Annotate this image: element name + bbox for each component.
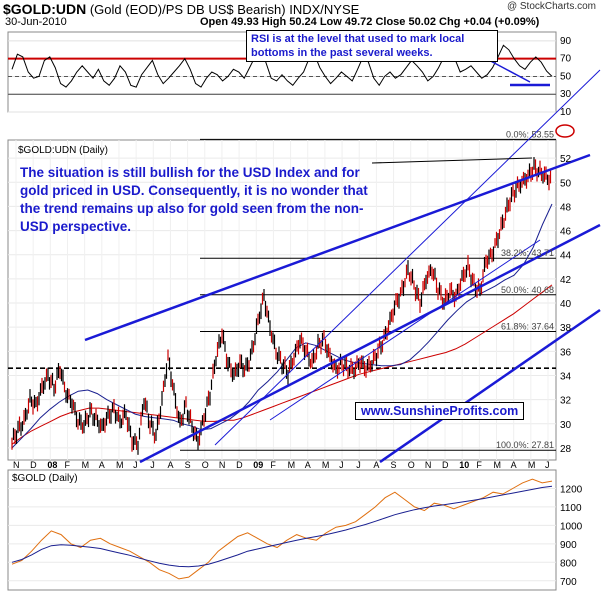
- main-x-tick-label: N: [219, 460, 226, 470]
- main-x-tick-label: J: [339, 460, 344, 470]
- fib-label: 50.0%: 40.68: [501, 285, 554, 295]
- main-tick-label: 42: [560, 275, 572, 286]
- main-x-tick-label: F: [64, 460, 70, 470]
- main-x-tick-label: O: [408, 460, 415, 470]
- gold-tick-label: 900: [560, 540, 577, 551]
- main-tick-label: 34: [560, 371, 572, 382]
- main-x-tick-label: J: [150, 460, 155, 470]
- rsi-tick-label: 70: [560, 54, 572, 65]
- rsi-tick-label: 10: [560, 107, 572, 118]
- main-tick-label: 40: [560, 299, 572, 310]
- fib-label: 61.8%: 37.64: [501, 322, 554, 332]
- rsi-annotation: RSI is at the level that used to mark lo…: [246, 30, 498, 62]
- main-panel-label: $GOLD:UDN (Daily): [18, 145, 108, 156]
- main-x-tick-label: 10: [459, 460, 469, 470]
- main-x-tick-label: A: [167, 460, 173, 470]
- main-x-tick-label: F: [476, 460, 482, 470]
- fib-label: 0.0%: 53.55: [506, 129, 554, 139]
- upper-trendline: [84, 153, 591, 342]
- gold-tick-label: 1200: [560, 484, 583, 495]
- annotation-pointer: [371, 157, 533, 164]
- main-x-tick-label: D: [30, 460, 37, 470]
- main-x-tick-label: M: [82, 460, 90, 470]
- main-tick-label: 48: [560, 202, 572, 213]
- main-x-tick-label: N: [13, 460, 20, 470]
- main-tick-label: 32: [560, 396, 572, 407]
- main-x-tick-label: M: [322, 460, 330, 470]
- main-x-tick-label: F: [270, 460, 276, 470]
- main-x-tick-label: D: [236, 460, 243, 470]
- main-x-tick-label: N: [425, 460, 432, 470]
- website-label[interactable]: www.SunshineProfits.com: [355, 402, 525, 420]
- thin-trendline-lower: [269, 239, 541, 421]
- mid-trendline: [139, 223, 601, 464]
- rsi-tick-label: 90: [560, 36, 572, 47]
- main-x-tick-label: O: [202, 460, 209, 470]
- main-x-tick-label: A: [373, 460, 379, 470]
- gold-tick-label: 1000: [560, 521, 583, 532]
- gold-tick-label: 700: [560, 577, 577, 588]
- main-x-tick-label: M: [288, 460, 296, 470]
- main-tick-label: 44: [560, 251, 572, 262]
- symbol-label: $GOLD:UDN: [3, 1, 87, 17]
- main-tick-label: 38: [560, 323, 572, 334]
- rsi-tick-label: 50: [560, 71, 572, 82]
- main-tick-label: 52: [560, 154, 572, 165]
- ohlc-readout: Open 49.93 High 50.24 Low 49.72 Close 50…: [200, 16, 540, 28]
- moving-average-line: [11, 284, 553, 445]
- gold-tick-label: 800: [560, 558, 577, 569]
- main-tick-label: 36: [560, 347, 572, 358]
- main-x-tick-label: S: [185, 460, 191, 470]
- main-x-tick-label: M: [116, 460, 124, 470]
- fib-label: 100.0%: 27.81: [496, 440, 554, 450]
- main-x-tick-label: 08: [47, 460, 57, 470]
- chart-date: 30-Jun-2010: [5, 16, 67, 28]
- rsi-tick-label: 30: [560, 89, 572, 100]
- main-x-tick-label: J: [133, 460, 138, 470]
- main-x-tick-label: 09: [253, 460, 263, 470]
- gold-panel-frame: [7, 469, 557, 591]
- main-panel-frame: [7, 139, 557, 461]
- fib-label: 38.2%: 43.71: [501, 248, 554, 258]
- fib-top-circle: [555, 124, 575, 138]
- main-x-tick-label: D: [442, 460, 449, 470]
- main-tick-label: 50: [560, 178, 572, 189]
- main-tick-label: 30: [560, 420, 572, 431]
- gold-tick-label: 1100: [560, 503, 582, 514]
- chart-title: $GOLD:UDN (Gold (EOD)/PS DB US$ Bearish)…: [3, 1, 359, 17]
- main-x-tick-label: A: [305, 460, 311, 470]
- gold-panel-label: $GOLD (Daily): [12, 473, 78, 484]
- rsi-series-line: [11, 44, 553, 88]
- main-x-tick-label: J: [545, 460, 550, 470]
- main-annotation: The situation is still bullish for the U…: [20, 165, 368, 234]
- main-x-tick-label: J: [356, 460, 361, 470]
- title-detail: (Gold (EOD)/PS DB US$ Bearish) INDX/NYSE: [86, 2, 360, 17]
- main-x-tick-label: S: [391, 460, 397, 470]
- gold-ma-line: [11, 485, 553, 568]
- rsi-arrow: [484, 57, 531, 83]
- gold-price-line: [11, 478, 553, 580]
- main-x-tick-label: M: [494, 460, 502, 470]
- main-x-tick-label: M: [528, 460, 536, 470]
- lower-trendline: [379, 308, 601, 464]
- thin-trendline-upper: [214, 69, 601, 446]
- stockcharts-credit: @ StockCharts.com: [506, 1, 596, 12]
- main-tick-label: 46: [560, 227, 572, 238]
- main-tick-label: 28: [560, 444, 572, 455]
- main-x-tick-label: A: [511, 460, 517, 470]
- main-x-tick-label: A: [99, 460, 105, 470]
